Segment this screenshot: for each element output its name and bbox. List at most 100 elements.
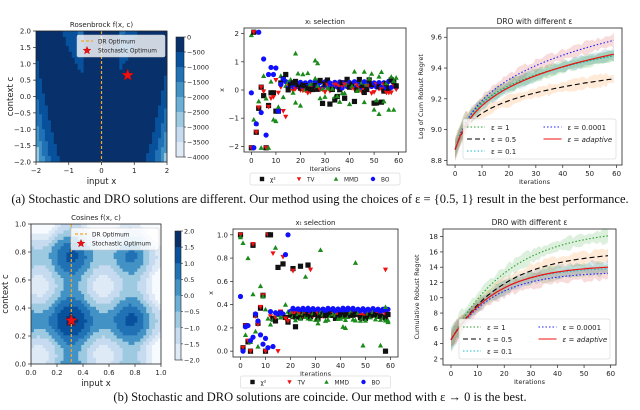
heatmap-cell — [164, 156, 168, 160]
heatmap-cell — [146, 144, 150, 148]
heatmap-cell — [80, 108, 85, 112]
heatmap-cell — [98, 105, 102, 109]
heatmap-cell — [104, 120, 108, 124]
heatmap-cell — [60, 319, 64, 324]
heatmap-cell — [78, 249, 82, 254]
heatmap-cell — [143, 300, 147, 304]
heatmap-cell — [36, 274, 41, 279]
heatmap-cell — [31, 338, 35, 343]
heatmap-cell — [53, 150, 58, 154]
heatmap-cell — [143, 144, 147, 148]
heatmap-cell — [42, 332, 47, 336]
heatmap-cell — [155, 224, 159, 228]
heatmap-cell — [39, 230, 44, 234]
heatmap-cell — [51, 294, 56, 298]
heatmap-cell — [149, 354, 153, 359]
heatmap-cell — [140, 66, 144, 71]
heatmap-cell — [143, 156, 147, 160]
heatmap-cell — [119, 278, 123, 282]
point-mmd — [295, 70, 301, 76]
heatmap-cell — [45, 351, 50, 355]
heatmap-cell — [125, 313, 129, 317]
heatmap-cell — [68, 96, 73, 100]
heatmap-cell — [107, 348, 112, 352]
heatmap-cell — [110, 129, 114, 133]
heatmap-cell — [131, 69, 135, 74]
heatmap-cell — [158, 249, 162, 254]
heatmap-cell — [89, 159, 93, 163]
point-chi2 — [317, 77, 323, 84]
heatmap-cell — [81, 255, 85, 260]
heatmap-cell — [131, 357, 135, 362]
heatmap-cell — [137, 332, 141, 336]
heatmap-cell — [44, 36, 49, 41]
heatmap-cell — [92, 147, 96, 151]
heatmap-cell — [158, 306, 162, 311]
heatmap-cell — [155, 284, 159, 289]
heatmap-cell — [98, 224, 103, 228]
heatmap-cell — [122, 300, 126, 304]
heatmap-cell — [38, 78, 43, 83]
heatmap-cell — [44, 102, 49, 106]
heatmap-cell — [62, 120, 67, 124]
heatmap-cell — [56, 126, 61, 130]
heatmap-cell — [95, 147, 99, 151]
legend-box — [458, 318, 611, 360]
heatmap-cell — [38, 87, 43, 91]
heatmap-cell — [158, 84, 162, 88]
heatmap-cell — [110, 93, 114, 97]
heatmap-cell — [122, 351, 126, 355]
heatmap-cell — [93, 354, 97, 359]
point-chi2 — [327, 101, 333, 107]
heatmap-cell — [48, 344, 53, 349]
heatmap-cell — [158, 246, 162, 250]
heatmap-cell — [74, 120, 79, 124]
heatmap-cell — [140, 108, 144, 112]
heatmap-cell — [54, 255, 58, 260]
heatmap-cell — [110, 117, 114, 121]
heatmap-cell — [104, 78, 108, 83]
heatmap-cell — [143, 297, 147, 301]
heatmap-cell — [53, 54, 58, 59]
heatmap-cell — [41, 120, 46, 124]
heatmap-cell — [87, 354, 91, 359]
heatmap-cell — [119, 332, 123, 336]
heatmap-cell — [116, 335, 121, 339]
heatmap-cell — [72, 344, 76, 349]
heatmap-cell — [125, 281, 129, 285]
heatmap-cell — [113, 75, 117, 80]
heatmap-cell — [68, 135, 73, 139]
heatmap-cell — [110, 102, 114, 106]
heatmap-cell — [51, 322, 56, 327]
y-axis-label: context c — [6, 76, 16, 116]
heatmap-cell — [119, 329, 123, 333]
heatmap-cell — [41, 153, 46, 157]
y-tick-label: −0.5 — [14, 109, 31, 117]
heatmap-cell — [107, 309, 112, 314]
heatmap-cell — [128, 120, 132, 124]
heatmap-cell — [59, 87, 64, 91]
heatmap-cell — [47, 153, 52, 157]
heatmap-cell — [113, 262, 118, 266]
heatmap-cell — [50, 102, 55, 106]
heatmap-cell — [143, 322, 147, 327]
heatmap-cell — [128, 147, 132, 151]
heatmap-cell — [149, 325, 153, 330]
heatmap-cell — [131, 150, 135, 154]
heatmap-cell — [122, 63, 126, 68]
heatmap-cell — [134, 325, 138, 330]
heatmap-cell — [87, 322, 91, 327]
heatmap-cell — [78, 274, 82, 279]
heatmap-cell — [48, 268, 53, 273]
heatmap-cell — [47, 114, 52, 118]
point-bo — [361, 79, 367, 85]
heatmap-cell — [36, 303, 41, 308]
heatmap-cell — [80, 114, 85, 118]
heatmap-cell — [63, 255, 67, 260]
heatmap-cell — [107, 90, 111, 94]
heatmap-cell — [98, 259, 103, 263]
heatmap-cell — [83, 132, 88, 136]
heatmap-cell — [119, 360, 123, 365]
heatmap-cell — [128, 329, 132, 333]
heatmap-cell — [101, 354, 106, 359]
